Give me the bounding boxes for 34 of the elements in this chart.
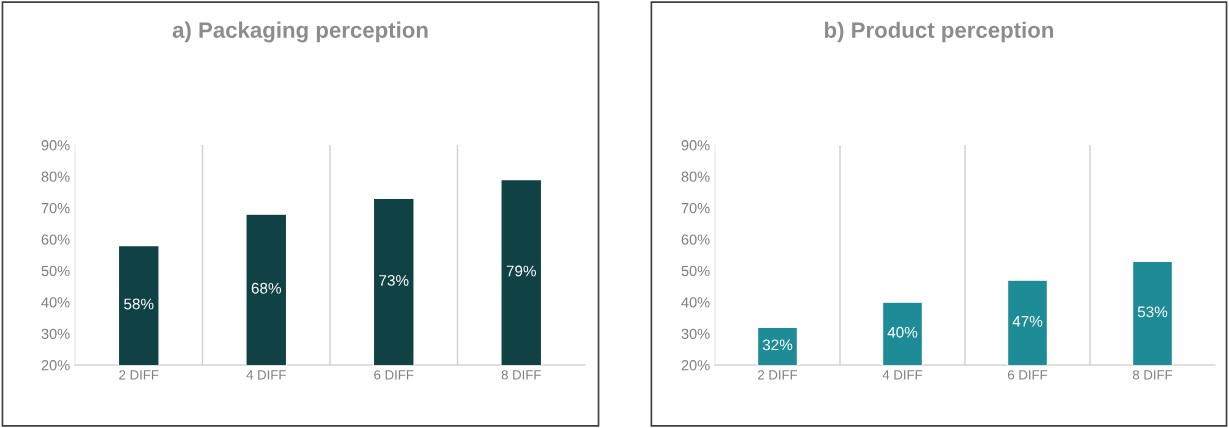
y-tick-label: 40% bbox=[41, 297, 70, 308]
x-tick-label: 4 DIFF bbox=[246, 370, 286, 380]
y-tick-label: 90% bbox=[681, 140, 710, 151]
data-label: 73% bbox=[379, 275, 409, 286]
y-tick-label: 40% bbox=[681, 297, 710, 308]
data-label: 32% bbox=[762, 339, 793, 351]
data-label: 40% bbox=[887, 326, 918, 338]
y-tick-label: 70% bbox=[41, 202, 70, 214]
x-tick-label: 2 DIFF bbox=[119, 370, 159, 380]
x-tick-label: 2 DIFF bbox=[758, 370, 798, 380]
y-tick-label: 90% bbox=[41, 140, 70, 151]
data-label: 58% bbox=[124, 298, 154, 310]
y-tick-label: 30% bbox=[41, 328, 70, 339]
y-tick-label: 60% bbox=[681, 234, 710, 245]
y-tick-label: 20% bbox=[41, 360, 70, 371]
y-tick-label: 20% bbox=[681, 360, 710, 371]
y-tick-label: 50% bbox=[681, 265, 710, 277]
y-tick-label: 30% bbox=[681, 328, 710, 339]
x-tick-label: 8 DIFF bbox=[501, 370, 541, 380]
y-tick-label: 50% bbox=[41, 265, 70, 277]
chart-title: a) Packaging perception bbox=[172, 21, 428, 43]
x-tick-label: 6 DIFF bbox=[374, 370, 414, 380]
chart-title: b) Product perception bbox=[824, 21, 1054, 43]
data-label: 79% bbox=[506, 265, 536, 277]
y-tick-label: 80% bbox=[41, 171, 70, 182]
x-tick-label: 4 DIFF bbox=[882, 370, 923, 380]
data-label: 53% bbox=[1137, 306, 1168, 318]
x-tick-label: 8 DIFF bbox=[1132, 370, 1173, 380]
x-tick-label: 6 DIFF bbox=[1008, 370, 1048, 380]
data-label: 47% bbox=[1012, 315, 1043, 327]
y-tick-label: 60% bbox=[41, 234, 70, 245]
y-tick-label: 70% bbox=[681, 202, 710, 214]
data-label: 68% bbox=[251, 282, 281, 294]
y-tick-label: 80% bbox=[681, 171, 710, 182]
